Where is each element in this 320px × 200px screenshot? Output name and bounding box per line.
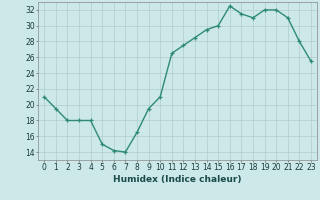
X-axis label: Humidex (Indice chaleur): Humidex (Indice chaleur) — [113, 175, 242, 184]
